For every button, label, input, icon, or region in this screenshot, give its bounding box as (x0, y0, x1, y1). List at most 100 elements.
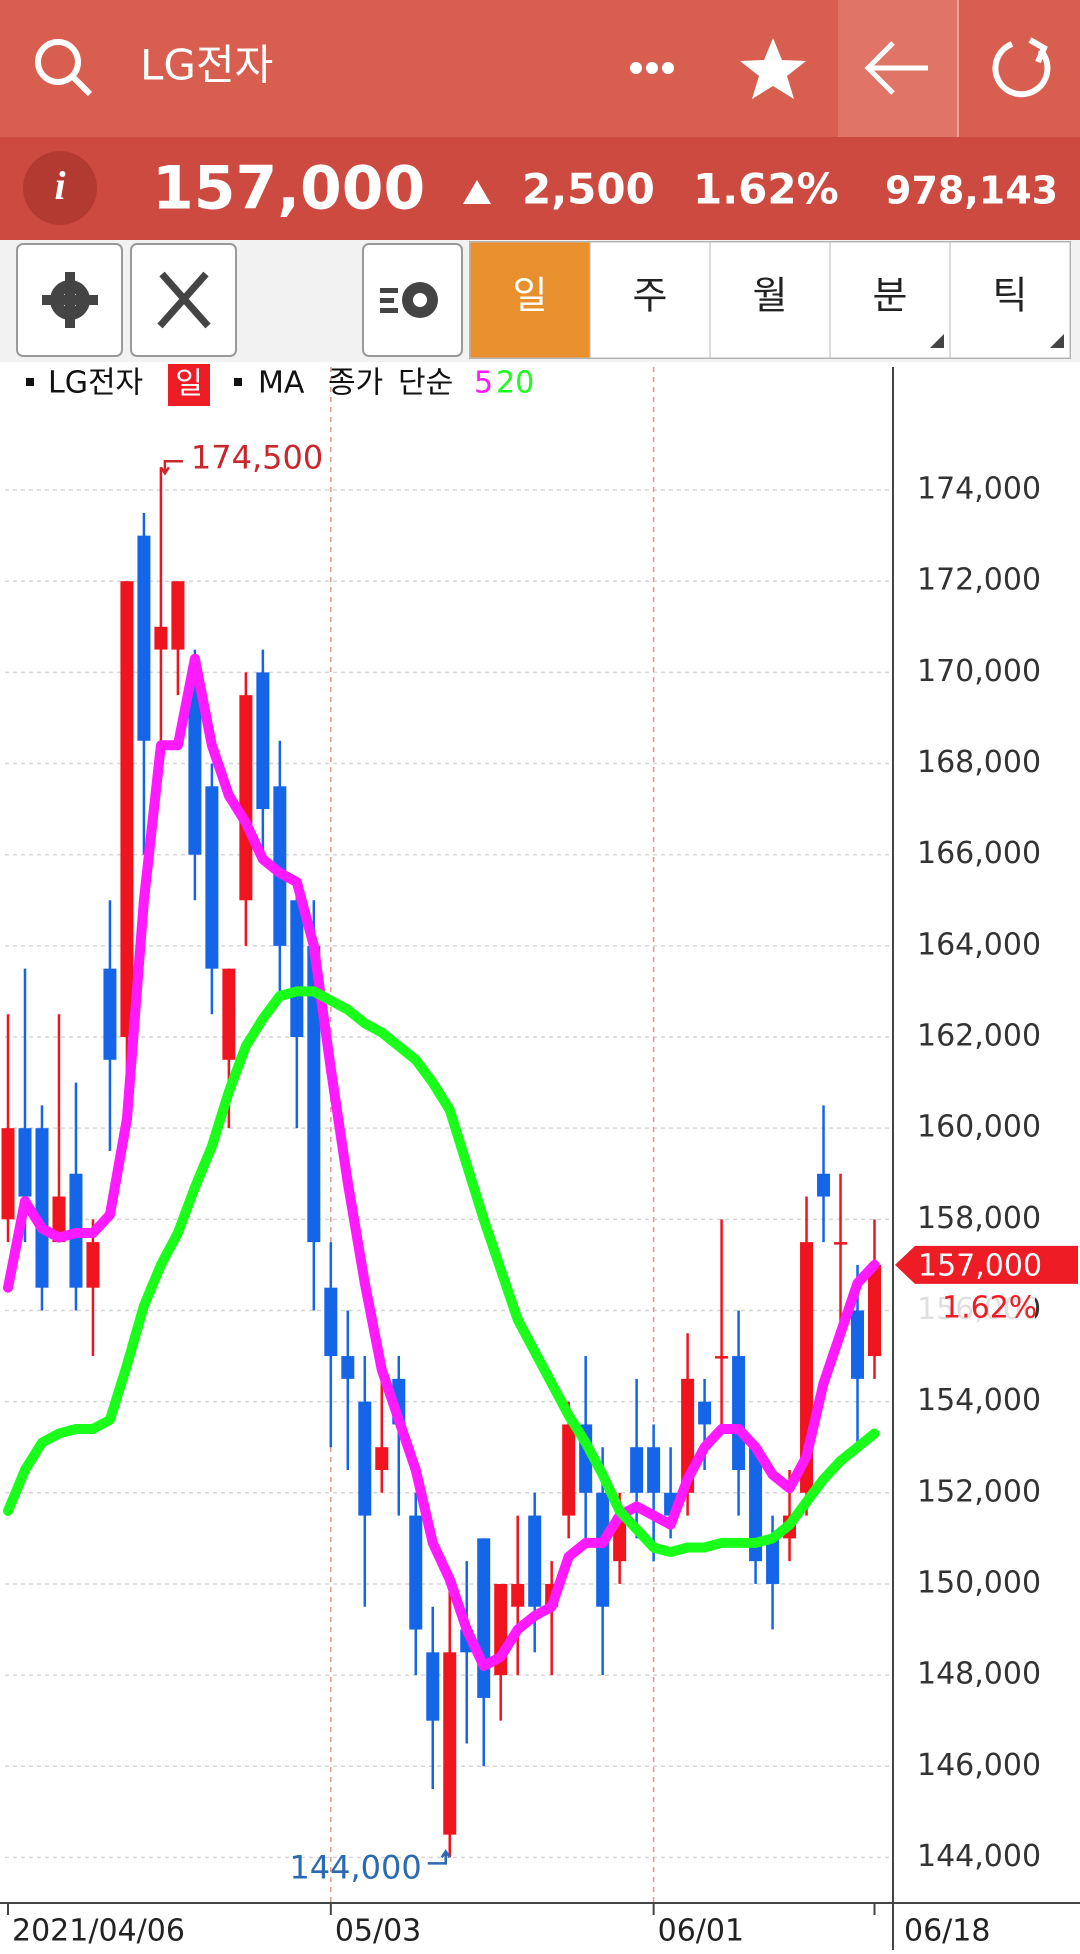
tab[interactable] (709, 241, 831, 359)
moving-average (3, 986, 880, 1558)
refresh-icon[interactable] (992, 37, 1051, 98)
candle-body (511, 1583, 525, 1607)
legend-period: 일 (175, 367, 203, 402)
candle-body (222, 968, 236, 1060)
candle-body (715, 1356, 729, 1359)
legend-price: 종가 (328, 366, 383, 401)
last-price-tag (895, 1245, 1078, 1284)
y-tick-label: 166,000 (917, 836, 1041, 871)
min-marker (427, 1849, 451, 1865)
candle-body (358, 1401, 372, 1516)
legend-bullet (26, 378, 34, 386)
candle-body (18, 1128, 32, 1197)
search-icon[interactable] (35, 39, 93, 97)
candle-body (817, 1173, 831, 1197)
tab[interactable] (589, 241, 711, 359)
y-tick-label: 162,000 (917, 1019, 1041, 1054)
tab[interactable] (469, 241, 591, 359)
x-tick-label: 2021/04/06 (12, 1914, 185, 1949)
more-icon[interactable] (630, 62, 674, 74)
candle-body (834, 1242, 848, 1245)
price: 157,000 (152, 154, 425, 224)
candle-body (273, 786, 287, 946)
candle-body (868, 1264, 881, 1357)
candle-body (1, 1128, 15, 1220)
candle-body (851, 1310, 865, 1379)
y-tick-label: 148,000 (917, 1657, 1041, 1692)
y-tick-label: 174,000 (917, 472, 1041, 507)
tab[interactable] (829, 241, 951, 359)
moving-average (3, 653, 880, 1671)
candle-body (630, 1447, 644, 1493)
legend-entry: 20 (496, 366, 534, 401)
candle-body (290, 900, 304, 1038)
change-pct: 1.62% (693, 165, 839, 214)
back-icon[interactable] (864, 41, 928, 95)
y-tick-label: 164,000 (917, 927, 1041, 962)
tab-corner (930, 334, 944, 348)
indicator-icon (380, 282, 438, 318)
favorite-icon[interactable] (740, 38, 806, 99)
info-button[interactable] (23, 151, 97, 225)
candle-body (375, 1447, 389, 1471)
candle-body (477, 1538, 491, 1698)
label-backdrop (915, 1286, 1035, 1327)
header-title: LG전자 (140, 41, 273, 90)
y-tick-label: 150,000 (917, 1565, 1041, 1600)
candle-body (341, 1356, 355, 1379)
candle-body (35, 1128, 49, 1288)
y-tick-label: 158,000 (917, 1201, 1041, 1236)
candle-body (120, 581, 134, 1038)
candle-body (647, 1447, 661, 1493)
x-tick-label: 05/03 (335, 1914, 421, 1949)
y-tick-label: 168,000 (917, 745, 1041, 780)
candle-body (103, 968, 117, 1060)
tab-label: 일 (513, 274, 548, 318)
max-label: 174,500 (191, 438, 323, 476)
candle-body (154, 626, 168, 650)
y-tick-label: 154,000 (917, 1383, 1041, 1418)
gear-icon (42, 272, 98, 328)
x-tick-label: 06/18 (904, 1914, 990, 1949)
candle-body (409, 1515, 423, 1630)
legend-indicator: MA (258, 366, 305, 401)
candle-body (188, 672, 202, 855)
info-icon: i (54, 163, 65, 208)
last-change-label: 1.62% (942, 1290, 1037, 1325)
x-tick-label: 06/01 (658, 1914, 744, 1949)
candle-body (698, 1401, 712, 1425)
tab-label: 틱 (993, 274, 1028, 318)
tab-corner (1050, 334, 1064, 348)
candle-body (171, 581, 185, 650)
legend-method: 단순 (398, 366, 453, 401)
candle-body (137, 535, 151, 741)
tab-label: 분 (873, 274, 908, 318)
candle-body (596, 1492, 610, 1607)
candle-body (562, 1424, 576, 1516)
volume: 978,143 (885, 169, 1058, 213)
candle-body (528, 1515, 542, 1607)
tab-label: 주 (633, 274, 668, 318)
tools-icon (157, 271, 211, 329)
legend-period-box (168, 364, 210, 406)
min-label: 144,000 (289, 1848, 421, 1886)
legend-entry: 5 (474, 366, 493, 401)
up-arrow (463, 180, 491, 204)
candle-body (766, 1538, 780, 1584)
tab[interactable] (949, 241, 1071, 359)
y-tick-label: 152,000 (917, 1474, 1041, 1509)
change: 2,500 (522, 165, 655, 214)
quote-bar (0, 137, 1080, 240)
candle-body (749, 1447, 763, 1562)
y-tick-label: 160,000 (917, 1110, 1041, 1145)
legend-bullet (234, 378, 242, 386)
candle-body (732, 1356, 746, 1471)
candle-body (324, 1287, 338, 1357)
candle-body (239, 695, 253, 901)
y-tick-label: 170,000 (917, 654, 1041, 689)
y-tick-label: 172,000 (917, 563, 1041, 598)
candle-body (256, 672, 270, 810)
max-marker (159, 460, 183, 476)
